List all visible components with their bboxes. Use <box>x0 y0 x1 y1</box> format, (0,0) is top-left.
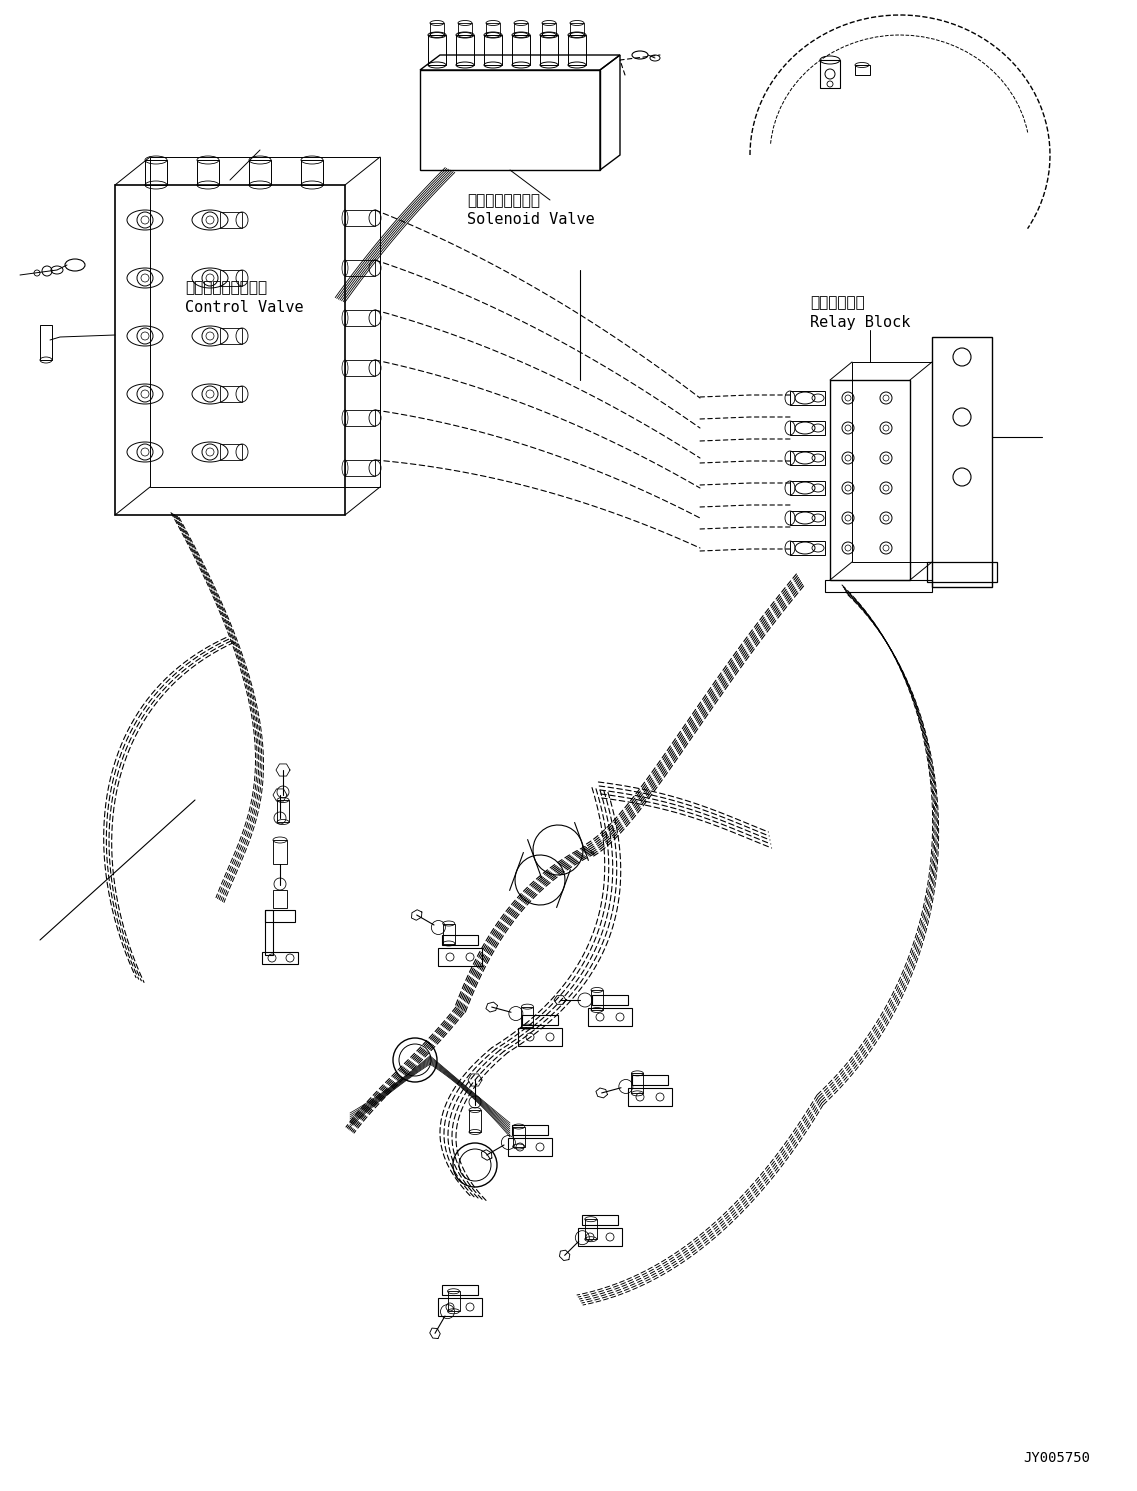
Bar <box>855 66 870 75</box>
Bar <box>150 157 380 488</box>
Bar <box>345 259 375 276</box>
Text: 中継ブロック: 中継ブロック <box>810 295 865 310</box>
Bar <box>428 34 446 66</box>
Bar <box>632 1075 669 1085</box>
Text: ソレノイドバルブ: ソレノイドバルブ <box>467 192 540 209</box>
Bar <box>485 22 500 34</box>
Bar <box>790 482 825 495</box>
Bar <box>40 325 52 359</box>
Bar <box>146 160 167 185</box>
Bar <box>219 386 242 403</box>
Text: コントロールバルブ: コントロールバルブ <box>185 280 267 295</box>
Text: Control Valve: Control Valve <box>185 300 304 315</box>
Bar <box>852 362 932 562</box>
Bar <box>438 1299 482 1317</box>
Bar <box>582 1215 619 1226</box>
Bar <box>458 22 472 34</box>
Bar <box>273 890 287 908</box>
Bar <box>277 801 289 822</box>
Bar <box>345 461 375 476</box>
Bar <box>592 994 628 1005</box>
Bar <box>513 1127 525 1147</box>
Bar <box>219 444 242 461</box>
Bar <box>484 34 503 66</box>
Bar <box>512 34 530 66</box>
Bar <box>197 160 219 185</box>
Text: Relay Block: Relay Block <box>810 315 911 330</box>
Bar <box>430 22 445 34</box>
Bar <box>456 34 474 66</box>
Bar <box>249 160 271 185</box>
Bar <box>265 910 273 956</box>
Bar <box>790 391 825 406</box>
Bar <box>345 310 375 327</box>
Bar <box>345 210 375 227</box>
Bar <box>540 34 558 66</box>
Bar <box>927 562 997 581</box>
Bar <box>219 212 242 228</box>
Bar <box>442 923 455 944</box>
Bar <box>568 34 586 66</box>
Bar <box>584 1220 597 1239</box>
Bar <box>438 948 482 966</box>
Bar <box>301 160 323 185</box>
Bar <box>345 410 375 426</box>
Bar <box>273 839 287 863</box>
Bar <box>522 1015 558 1024</box>
Bar <box>442 935 478 945</box>
Bar <box>522 1006 533 1027</box>
Text: JY005750: JY005750 <box>1023 1451 1090 1466</box>
Bar <box>468 1109 481 1132</box>
Bar <box>219 328 242 344</box>
Bar <box>265 910 294 921</box>
Bar <box>932 337 991 587</box>
Bar <box>830 380 910 580</box>
Bar <box>578 1229 622 1246</box>
Bar <box>512 1126 548 1135</box>
Bar <box>790 511 825 525</box>
Bar <box>570 22 584 34</box>
Bar <box>631 1074 644 1093</box>
Bar <box>790 450 825 465</box>
Bar <box>825 580 932 592</box>
Bar <box>628 1088 672 1106</box>
Bar <box>262 951 298 965</box>
Bar <box>591 990 603 1009</box>
Bar <box>518 1027 562 1047</box>
Bar <box>790 420 825 435</box>
Bar <box>820 60 840 88</box>
Bar <box>790 541 825 555</box>
Bar <box>588 1008 632 1026</box>
Bar <box>448 1291 459 1311</box>
Bar <box>219 270 242 286</box>
Bar <box>420 70 600 170</box>
Bar <box>508 1138 551 1156</box>
Bar <box>345 359 375 376</box>
Bar <box>442 1285 478 1296</box>
Bar <box>542 22 556 34</box>
Bar <box>514 22 528 34</box>
Text: Solenoid Valve: Solenoid Valve <box>467 212 595 227</box>
Bar <box>115 185 345 514</box>
